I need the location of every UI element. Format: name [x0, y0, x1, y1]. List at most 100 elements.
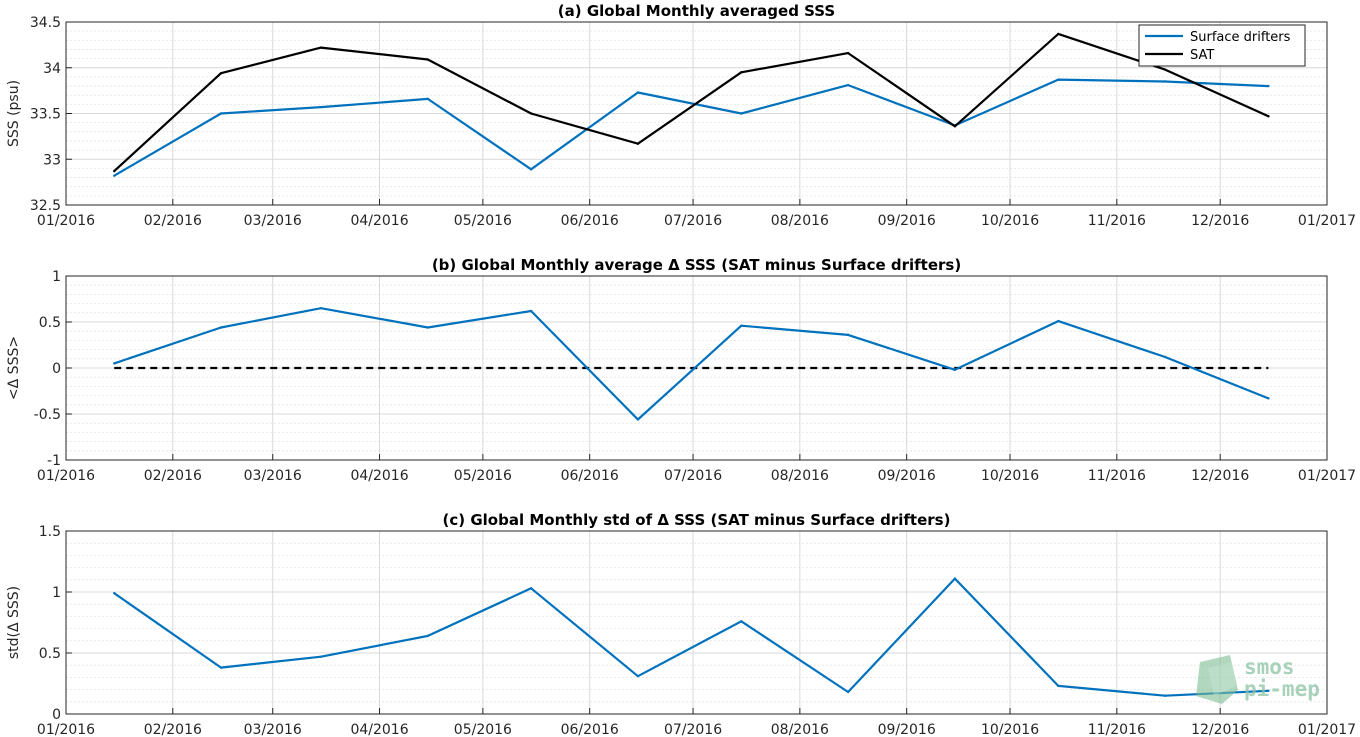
data-point: [636, 418, 640, 421]
y-axis-label: SSS (psu): [6, 80, 22, 147]
data-point: [1267, 397, 1270, 400]
y-tick-label: 0: [52, 361, 61, 377]
data-point: [1267, 689, 1270, 693]
logo-text-smos: smos: [1244, 655, 1295, 679]
axes-box: [65, 21, 1328, 206]
chart-title: (a) Global Monthly averaged SSS: [558, 2, 835, 20]
x-tick-label: 10/2016: [981, 722, 1039, 737]
y-tick-label: 0: [52, 707, 61, 723]
data-point: [426, 634, 429, 638]
panel-a: 32.5 33 33.5 34 34.5 01/2016 02/2016 03/2016 04/…: [6, 2, 1356, 229]
x-tick-label: 02/2016: [144, 468, 202, 484]
data-point: [636, 674, 640, 678]
data-point: [113, 174, 116, 177]
y-tick-label: 0.5: [39, 646, 61, 662]
x-tick-label: 01/2017: [1298, 468, 1356, 484]
legend-label: SAT: [1190, 48, 1214, 63]
y-tick-label: 33.5: [30, 107, 61, 123]
x-tick-label: 10/2016: [981, 213, 1039, 229]
data-point: [219, 326, 223, 329]
data-point: [1267, 115, 1270, 118]
data-point: [219, 112, 223, 115]
data-point: [846, 83, 850, 87]
y-tick-label: 34: [43, 61, 61, 77]
y-tick-label: -0.5: [34, 407, 61, 423]
data-point: [636, 91, 640, 94]
axes-box: [65, 275, 1328, 461]
data-point: [113, 362, 116, 365]
x-tick-label: 09/2016: [878, 468, 936, 484]
y-tick-label: 33: [43, 152, 61, 168]
x-tick-label: 04/2016: [350, 722, 408, 737]
panel-c: 0 0.5 1 1.5 01/2016 02/2016 03/2016 04/2016 05/2…: [6, 511, 1356, 737]
x-tick-label: 08/2016: [771, 213, 829, 229]
data-point: [740, 112, 743, 115]
x-tick-label: 07/2016: [664, 468, 722, 484]
logo-text-pi-mep: pi-mep: [1244, 677, 1320, 701]
data-point: [846, 51, 850, 55]
data-point: [219, 72, 223, 75]
series-line-delta-sss: [113, 307, 1269, 421]
data-point: [113, 592, 116, 595]
series-line-surface-drifters: [113, 78, 1269, 177]
data-point: [529, 587, 533, 590]
x-tick-label: 01/2017: [1298, 213, 1356, 229]
legend-label: Surface drifters: [1190, 30, 1291, 45]
x-tick-label: 05/2016: [454, 468, 512, 484]
data-point: [1163, 355, 1167, 359]
x-tick-label: 05/2016: [454, 722, 512, 737]
data-point: [1057, 78, 1060, 81]
axes-box: [65, 530, 1328, 715]
y-tick-label: 0.5: [39, 315, 61, 331]
x-tick-label: 08/2016: [771, 722, 829, 737]
data-point: [426, 326, 429, 329]
series-line-sat: [113, 32, 1269, 172]
x-tick-label: 04/2016: [350, 213, 408, 229]
x-tick-label: 01/2016: [37, 722, 95, 737]
x-tick-label: 02/2016: [144, 722, 202, 737]
logo-mark-icon: [1208, 662, 1236, 696]
data-point: [529, 309, 533, 313]
x-tick-label: 03/2016: [244, 722, 302, 737]
chart-title: (b) Global Monthly average Δ SSS (SAT mi…: [432, 256, 961, 274]
data-point: [846, 690, 850, 694]
x-tick-label: 12/2016: [1191, 468, 1249, 484]
x-tick-label: 07/2016: [664, 722, 722, 737]
legend-box: [1138, 24, 1306, 67]
data-point: [219, 666, 223, 669]
data-point: [319, 655, 323, 658]
x-tick-label: 12/2016: [1191, 722, 1249, 737]
data-point: [1057, 32, 1060, 36]
x-tick-label: 02/2016: [144, 213, 202, 229]
data-point: [740, 324, 743, 327]
x-tick-label: 07/2016: [664, 213, 722, 229]
y-tick-label: -1: [47, 453, 61, 469]
data-point: [426, 97, 429, 101]
data-point: [529, 112, 533, 115]
data-point: [1267, 84, 1270, 88]
data-point: [319, 46, 323, 49]
y-tick-label: 1: [52, 585, 61, 601]
data-point: [953, 368, 957, 372]
data-point: [953, 125, 957, 128]
data-point: [319, 105, 323, 109]
x-tick-label: 12/2016: [1191, 213, 1249, 229]
data-point: [319, 307, 323, 310]
data-point: [1057, 684, 1060, 688]
x-tick-label: 01/2016: [37, 213, 95, 229]
x-tick-label: 11/2016: [1088, 722, 1146, 737]
y-axis-label: std(Δ SSS): [6, 586, 22, 659]
x-tick-label: 09/2016: [878, 722, 936, 737]
x-tick-label: 11/2016: [1088, 213, 1146, 229]
data-point: [1163, 694, 1167, 697]
x-tick-label: 06/2016: [561, 722, 619, 737]
data-point: [529, 168, 533, 171]
x-tick-label: 08/2016: [771, 468, 829, 484]
x-tick-label: 04/2016: [350, 468, 408, 484]
panel-b: -1 -0.5 0 0.5 1 01/2016 02/2016 03/2016 04/2016 0…: [6, 256, 1356, 484]
data-point: [636, 142, 640, 145]
data-point: [1163, 80, 1167, 83]
plot-area: [66, 531, 1327, 714]
